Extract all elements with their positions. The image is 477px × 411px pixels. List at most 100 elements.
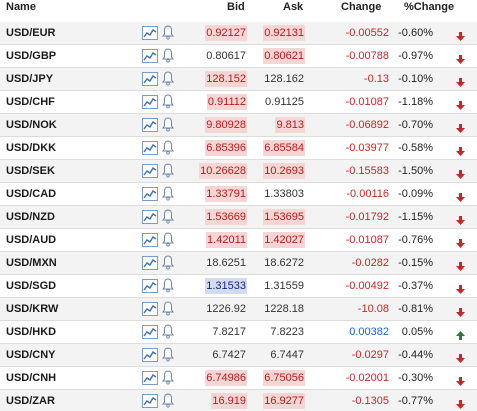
chart-icon[interactable] <box>142 210 158 224</box>
chart-icon[interactable] <box>142 49 158 63</box>
table-row: USD/NOK 9.80928 9.813 -0.06892 -0.70% <box>0 114 477 137</box>
percent-change-value: -0.10% <box>398 73 433 85</box>
bid-value: 1.33791 <box>205 186 247 202</box>
bid-value: 16.919 <box>211 393 247 409</box>
currency-pair-link[interactable]: USD/CNH <box>6 372 57 384</box>
currency-pair-link[interactable]: USD/JPY <box>6 73 54 85</box>
currency-pair-link[interactable]: USD/SGD <box>6 280 57 292</box>
bell-alert-icon[interactable] <box>162 324 174 339</box>
bell-alert-icon[interactable] <box>162 117 174 132</box>
currency-pair-link[interactable]: USD/CNY <box>6 349 56 361</box>
header-ask[interactable]: Ask <box>283 1 304 13</box>
bell-alert-icon[interactable] <box>162 255 174 270</box>
currency-pair-link[interactable]: USD/CHF <box>6 96 55 108</box>
chart-icon[interactable] <box>142 371 158 385</box>
arrow-down-icon <box>455 212 466 225</box>
currency-pair-link[interactable]: USD/NOK <box>6 119 57 131</box>
change-value: -0.00116 <box>346 188 389 200</box>
table-row: USD/DKK 6.85396 6.85584 -0.03977 -0.58% <box>0 137 477 160</box>
chart-icon[interactable] <box>142 26 158 40</box>
chart-icon[interactable] <box>142 95 158 109</box>
bell-alert-icon[interactable] <box>162 301 174 316</box>
chart-icon[interactable] <box>142 302 158 316</box>
table-row: USD/GBP 0.80617 0.80621 -0.00788 -0.97% <box>0 45 477 68</box>
chart-icon[interactable] <box>142 279 158 293</box>
change-value: -0.01792 <box>345 211 389 223</box>
bid-value: 6.74986 <box>205 370 247 386</box>
header-name[interactable]: Name <box>6 1 36 13</box>
bell-alert-icon[interactable] <box>162 209 174 224</box>
bid-value: 1.42011 <box>206 232 247 248</box>
arrow-down-icon <box>455 281 466 294</box>
bell-alert-icon[interactable] <box>162 163 174 178</box>
currency-pair-link[interactable]: USD/CAD <box>6 188 57 200</box>
table-row: USD/JPY 128.152 128.162 -0.13 -0.10% <box>0 68 477 91</box>
chart-icon[interactable] <box>142 325 158 339</box>
currency-pair-link[interactable]: USD/HKD <box>6 326 57 338</box>
arrow-down-icon <box>455 97 466 110</box>
header-bid[interactable]: Bid <box>227 1 245 13</box>
currency-pair-link[interactable]: USD/DKK <box>6 142 57 154</box>
chart-icon[interactable] <box>142 72 158 86</box>
chart-icon[interactable] <box>142 141 158 155</box>
percent-change-value: -0.76% <box>398 234 433 246</box>
change-value: -0.01087 <box>345 96 389 108</box>
change-value: 0.00382 <box>349 326 389 338</box>
bell-alert-icon[interactable] <box>162 393 174 408</box>
currency-pair-link[interactable]: USD/MXN <box>6 257 57 269</box>
currency-pair-link[interactable]: USD/AUD <box>6 234 57 246</box>
bell-alert-icon[interactable] <box>162 186 174 201</box>
bell-alert-icon[interactable] <box>162 71 174 86</box>
ask-value: 0.80621 <box>263 48 305 64</box>
arrow-down-icon <box>455 189 466 202</box>
table-body: USD/EUR 0.92127 0.92131 -0.00552 -0.60% … <box>0 22 477 411</box>
bell-alert-icon[interactable] <box>162 370 174 385</box>
currency-pair-link[interactable]: USD/NZD <box>6 211 55 223</box>
header-percent-change[interactable]: %Change <box>404 1 455 13</box>
percent-change-value: -0.30% <box>398 372 433 384</box>
change-value: -0.0282 <box>351 257 389 269</box>
table-row: USD/SEK 10.26628 10.2693 -0.15583 -1.50% <box>0 160 477 183</box>
chart-icon[interactable] <box>142 118 158 132</box>
ask-value: 128.162 <box>264 73 304 85</box>
bell-alert-icon[interactable] <box>162 48 174 63</box>
table-row: USD/CNY 6.7427 6.7447 -0.0297 -0.44% <box>0 344 477 367</box>
chart-icon[interactable] <box>142 164 158 178</box>
chart-icon[interactable] <box>142 256 158 270</box>
bid-value: 0.92127 <box>205 25 247 41</box>
change-value: -10.08 <box>357 303 389 315</box>
currency-pair-link[interactable]: USD/SEK <box>6 165 55 177</box>
bell-alert-icon[interactable] <box>162 140 174 155</box>
bid-value: 18.6251 <box>206 257 246 269</box>
currency-pair-link[interactable]: USD/EUR <box>6 27 56 39</box>
table-row: USD/KRW 1226.92 1228.18 -10.08 -0.81% <box>0 298 477 321</box>
arrow-down-icon <box>455 235 466 248</box>
change-value: -0.00552 <box>345 27 389 39</box>
table-row: USD/CAD 1.33791 1.33803 -0.00116 -0.09% <box>0 183 477 206</box>
currency-pair-link[interactable]: USD/ZAR <box>6 395 55 407</box>
change-value: -0.01087 <box>345 234 389 246</box>
chart-icon[interactable] <box>142 348 158 362</box>
bell-alert-icon[interactable] <box>162 278 174 293</box>
bid-value: 128.152 <box>205 71 247 87</box>
chart-icon[interactable] <box>142 187 158 201</box>
header-change[interactable]: Change <box>341 1 382 13</box>
chart-icon[interactable] <box>142 394 158 408</box>
bid-value: 1.31533 <box>205 278 247 294</box>
table-row: USD/CHF 0.91112 0.91125 -0.01087 -1.18% <box>0 91 477 114</box>
change-value: -0.06892 <box>345 119 389 131</box>
ask-value: 10.2693 <box>263 163 305 179</box>
ask-value: 18.6272 <box>264 257 304 269</box>
bell-alert-icon[interactable] <box>162 232 174 247</box>
chart-icon[interactable] <box>142 233 158 247</box>
ask-value: 6.75056 <box>263 370 305 386</box>
currency-pair-link[interactable]: USD/GBP <box>6 50 57 62</box>
currency-pair-link[interactable]: USD/KRW <box>6 303 59 315</box>
bell-alert-icon[interactable] <box>162 94 174 109</box>
ask-value: 6.85584 <box>263 140 305 156</box>
percent-change-value: -0.77% <box>398 395 433 407</box>
arrow-down-icon <box>455 304 466 317</box>
ask-value: 1.53695 <box>263 209 305 225</box>
bell-alert-icon[interactable] <box>162 347 174 362</box>
bell-alert-icon[interactable] <box>162 25 174 40</box>
